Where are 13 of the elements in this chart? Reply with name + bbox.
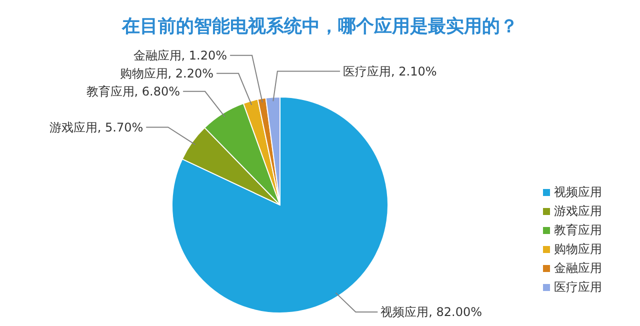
- data-label: 视频应用, 82.00%: [380, 305, 482, 319]
- legend-label: 视频应用: [554, 184, 602, 201]
- legend-label: 购物应用: [554, 241, 602, 258]
- data-label: 金融应用, 1.20%: [133, 48, 228, 62]
- data-label: 教育应用, 6.80%: [86, 84, 180, 98]
- data-label: 购物应用, 2.20%: [120, 66, 214, 80]
- legend-label: 教育应用: [554, 222, 602, 239]
- legend-label: 游戏应用: [554, 203, 602, 220]
- legend-label: 金融应用: [554, 260, 602, 277]
- legend-label: 医疗应用: [554, 279, 602, 296]
- data-label: 游戏应用, 5.70%: [49, 120, 144, 134]
- data-label: 医疗应用, 2.10%: [343, 64, 437, 78]
- chart-title: 在目前的智能电视系统中，哪个应用是最实用的？: [120, 15, 519, 38]
